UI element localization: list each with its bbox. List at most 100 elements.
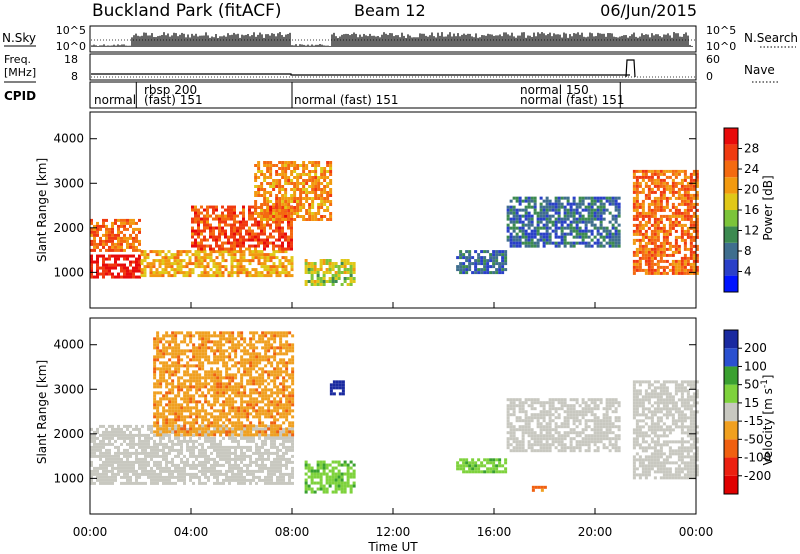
- velocity-cell: [240, 376, 244, 380]
- power-cell: [290, 244, 293, 248]
- velocity-cell: [219, 385, 223, 389]
- power-cell: [296, 197, 300, 200]
- velocity-cell: [255, 469, 258, 473]
- power-cell: [90, 221, 93, 225]
- power-cell: [313, 271, 317, 274]
- velocity-cell: [255, 361, 259, 365]
- velocity-cell: [135, 448, 138, 452]
- velocity-cell: [132, 433, 135, 437]
- velocity-cell: [207, 373, 211, 377]
- power-cell: [477, 271, 481, 275]
- velocity-cell: [117, 424, 120, 428]
- power-cell: [284, 176, 288, 179]
- power-cell: [179, 262, 183, 266]
- velocity-cell: [123, 469, 126, 473]
- power-cell: [281, 173, 285, 176]
- colorbar-tick-label: 16: [744, 203, 759, 217]
- power-cell: [138, 269, 141, 273]
- velocity-cell: [168, 358, 172, 362]
- power-cell: [212, 217, 215, 221]
- velocity-cell: [219, 463, 222, 467]
- power-cell: [203, 208, 206, 212]
- power-cell: [611, 202, 615, 206]
- power-cell: [215, 244, 218, 248]
- power-cell: [593, 241, 597, 245]
- power-cell: [215, 208, 218, 212]
- velocity-cell: [195, 430, 199, 434]
- velocity-cell: [261, 394, 265, 398]
- power-cell: [656, 235, 660, 239]
- power-cell: [215, 238, 218, 242]
- power-cell: [233, 247, 236, 251]
- power-cell: [129, 260, 132, 264]
- power-cell: [155, 253, 159, 257]
- velocity-cell: [255, 448, 258, 452]
- power-cell: [266, 170, 270, 173]
- velocity-cell: [213, 358, 217, 362]
- power-cell: [689, 256, 693, 260]
- power-cell: [638, 259, 642, 263]
- power-cell: [215, 268, 219, 272]
- velocity-cell: [96, 436, 99, 440]
- power-cell: [662, 259, 666, 263]
- power-cell: [290, 206, 294, 209]
- velocity-cell: [192, 364, 196, 368]
- velocity-cell: [216, 346, 220, 350]
- power-cell: [164, 259, 168, 263]
- power-cell: [518, 196, 522, 200]
- velocity-cell: [279, 475, 282, 479]
- velocity-cell: [222, 421, 226, 425]
- power-cell: [584, 244, 588, 248]
- power-cell: [221, 253, 225, 257]
- velocity-cell: [207, 361, 211, 365]
- power-cell: [182, 274, 186, 278]
- velocity-cell: [228, 355, 232, 359]
- power-cell: [632, 259, 636, 263]
- power-cell: [659, 181, 663, 185]
- power-cell: [102, 257, 105, 261]
- power-cell: [269, 265, 273, 269]
- power-cell: [504, 250, 508, 254]
- velocity-cell: [246, 412, 250, 416]
- power-cell: [320, 182, 324, 185]
- velocity-cell: [177, 376, 181, 380]
- power-cell: [290, 200, 294, 203]
- velocity-cell: [228, 466, 231, 470]
- velocity-cell: [285, 388, 289, 392]
- velocity-cell: [144, 457, 147, 461]
- power-cell: [155, 274, 159, 278]
- power-cell: [197, 220, 200, 224]
- power-cell: [197, 232, 200, 236]
- velocity-cell: [153, 403, 157, 407]
- power-cell: [239, 211, 242, 215]
- power-cell: [248, 253, 252, 257]
- power-cell: [506, 238, 510, 242]
- velocity-cell: [150, 457, 153, 461]
- velocity-cell: [264, 415, 268, 419]
- velocity-cell: [177, 463, 180, 467]
- power-cell: [200, 238, 203, 242]
- power-cell: [263, 223, 266, 227]
- power-cell: [245, 259, 249, 263]
- power-cell: [120, 239, 123, 243]
- power-cell: [275, 209, 279, 212]
- velocity-cell: [186, 361, 190, 365]
- power-cell: [554, 211, 558, 215]
- velocity-cell: [213, 421, 217, 425]
- velocity-cell: [168, 445, 171, 449]
- power-cell: [617, 223, 621, 227]
- power-cell: [349, 280, 353, 283]
- power-cell: [647, 169, 651, 173]
- velocity-cell: [123, 460, 126, 464]
- velocity-cell: [180, 424, 183, 428]
- velocity-cell: [234, 454, 237, 458]
- velocity-cell: [171, 361, 175, 365]
- power-cell: [281, 194, 285, 197]
- power-cell: [257, 206, 261, 209]
- velocity-cell: [255, 400, 259, 404]
- power-cell: [257, 215, 261, 218]
- velocity-cell: [192, 343, 196, 347]
- velocity-cell: [249, 436, 252, 440]
- power-cell: [129, 233, 132, 237]
- power-cell: [554, 244, 558, 248]
